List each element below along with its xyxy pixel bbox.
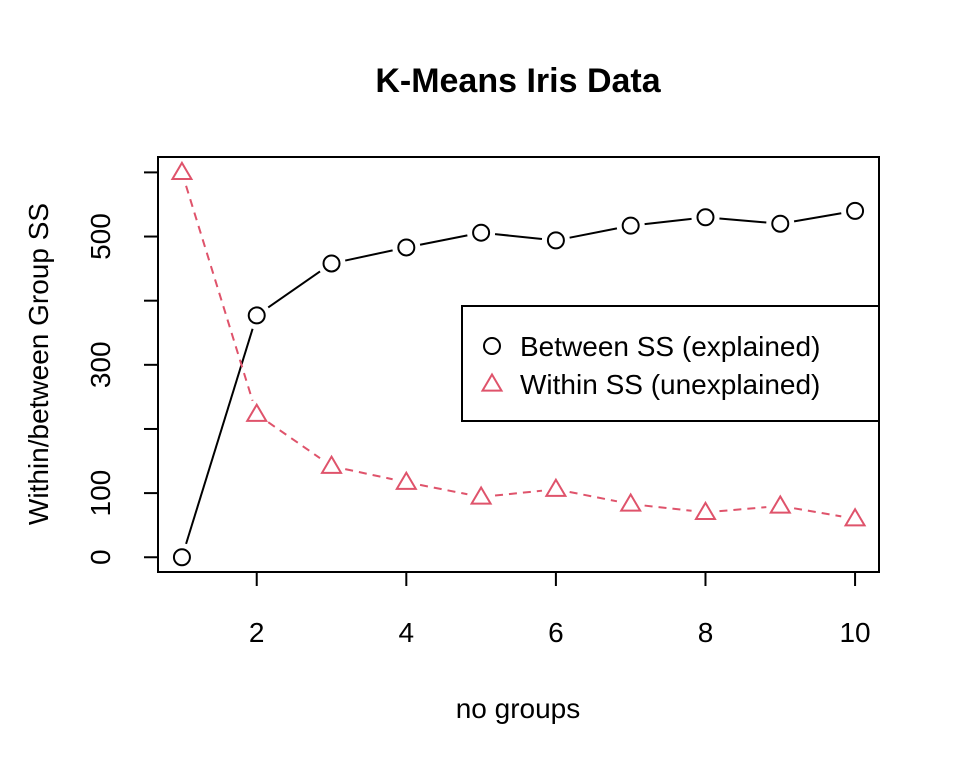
data-point — [397, 238, 416, 257]
data-point — [771, 214, 790, 233]
series-line-segment — [185, 328, 254, 545]
y-tick-label: 500 — [85, 213, 116, 260]
data-point — [172, 548, 191, 567]
legend-box — [461, 305, 880, 422]
x-axis: 2 4 6 8 10 — [249, 571, 871, 648]
data-point — [320, 454, 343, 474]
data-point — [696, 208, 715, 227]
series-line-segment — [793, 212, 842, 223]
legend: Between SS (explained) Within SS (unexpla… — [461, 305, 880, 422]
chart-title: K-Means Iris Data — [375, 62, 661, 100]
data-point — [322, 254, 341, 273]
legend-label: Between SS (explained) — [520, 331, 820, 362]
x-tick-label: 10 — [839, 617, 870, 648]
series-line-segment — [185, 185, 254, 402]
legend-label: Within SS (unexplained) — [520, 369, 820, 400]
series-line-segment — [644, 504, 692, 512]
x-axis-label: no groups — [456, 693, 581, 724]
x-tick-label: 6 — [548, 617, 564, 648]
series-line-segment — [419, 483, 468, 496]
series-line-segment — [719, 506, 767, 513]
y-axis: 0 100 300 500 — [85, 171, 159, 565]
data-point — [544, 477, 568, 497]
data-point — [846, 201, 865, 220]
data-point — [247, 306, 266, 325]
data-point — [546, 231, 565, 250]
y-tick-label: 100 — [85, 470, 116, 517]
data-point — [619, 492, 642, 512]
x-tick-label: 8 — [698, 617, 714, 648]
data-point — [245, 402, 268, 422]
series-line-segment — [719, 217, 767, 224]
series-line-segment — [494, 489, 543, 497]
series-line-segment — [267, 421, 321, 459]
series-line-segment — [344, 468, 393, 481]
x-tick-label: 2 — [249, 617, 265, 648]
legend-marker-triangle — [480, 372, 504, 392]
data-point — [395, 470, 418, 490]
y-tick-label: 300 — [85, 341, 116, 388]
x-tick-label: 4 — [399, 617, 415, 648]
series-layer — [170, 160, 867, 567]
data-point — [769, 494, 792, 514]
series-line-segment — [793, 507, 842, 518]
series-line-segment — [494, 233, 543, 240]
y-tick-label: 0 — [85, 549, 116, 565]
data-point — [469, 485, 493, 505]
series-line-segment — [419, 234, 468, 246]
series-line-segment — [344, 249, 393, 262]
data-point — [843, 507, 867, 527]
series-line-segment — [569, 227, 618, 239]
series-1 — [170, 160, 867, 527]
data-point — [694, 500, 717, 520]
series-line-segment — [569, 490, 618, 503]
series-line-segment — [644, 217, 692, 226]
data-point — [621, 216, 640, 235]
series-line-segment — [267, 270, 321, 309]
data-point — [170, 160, 194, 181]
y-axis-label: Within/between Group SS — [23, 203, 54, 525]
data-point — [472, 223, 491, 242]
legend-marker-circle — [483, 337, 501, 355]
